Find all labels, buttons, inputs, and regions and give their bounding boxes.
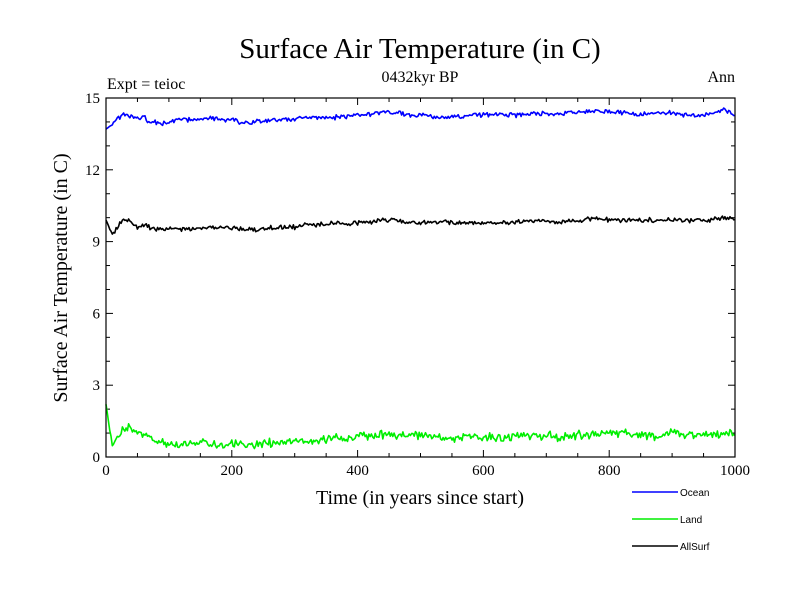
y-tick-label: 15 [85,91,100,107]
legend-label-land: Land [680,515,702,526]
y-axis-label: Surface Air Temperature (in C) [50,153,72,402]
experiment-label: Expt = teioc [107,76,185,93]
x-tick-label: 0 [102,463,110,479]
x-tick-label: 800 [598,463,621,479]
y-tick-label: 9 [93,235,101,251]
x-axis-ticks: 0 200 400 600 800 1000 [102,98,750,479]
x-tick-label: 200 [221,463,244,479]
y-tick-label: 6 [93,306,101,322]
legend: Ocean Land AllSurf [632,488,710,553]
y-tick-label: 12 [85,163,100,179]
y-tick-label: 0 [93,450,101,466]
x-tick-label: 600 [472,463,495,479]
season-label: Ann [707,69,735,86]
series-line-ocean [105,107,736,130]
series-line-land [105,404,736,450]
legend-label-allsurf: AllSurf [680,542,710,553]
chart-title: Surface Air Temperature (in C) [239,33,600,65]
x-axis-label: Time (in years since start) [316,487,524,509]
x-tick-label: 400 [346,463,369,479]
y-tick-label: 3 [93,378,101,394]
y-axis-ticks: 0 3 6 9 12 15 [85,91,735,466]
chart-subtitle: 0432kyr BP [382,69,459,86]
x-tick-label: 1000 [720,463,750,479]
legend-label-ocean: Ocean [680,488,709,499]
series-lines [105,107,736,450]
plot-frame [105,97,736,458]
series-line-allsurf [105,215,736,235]
